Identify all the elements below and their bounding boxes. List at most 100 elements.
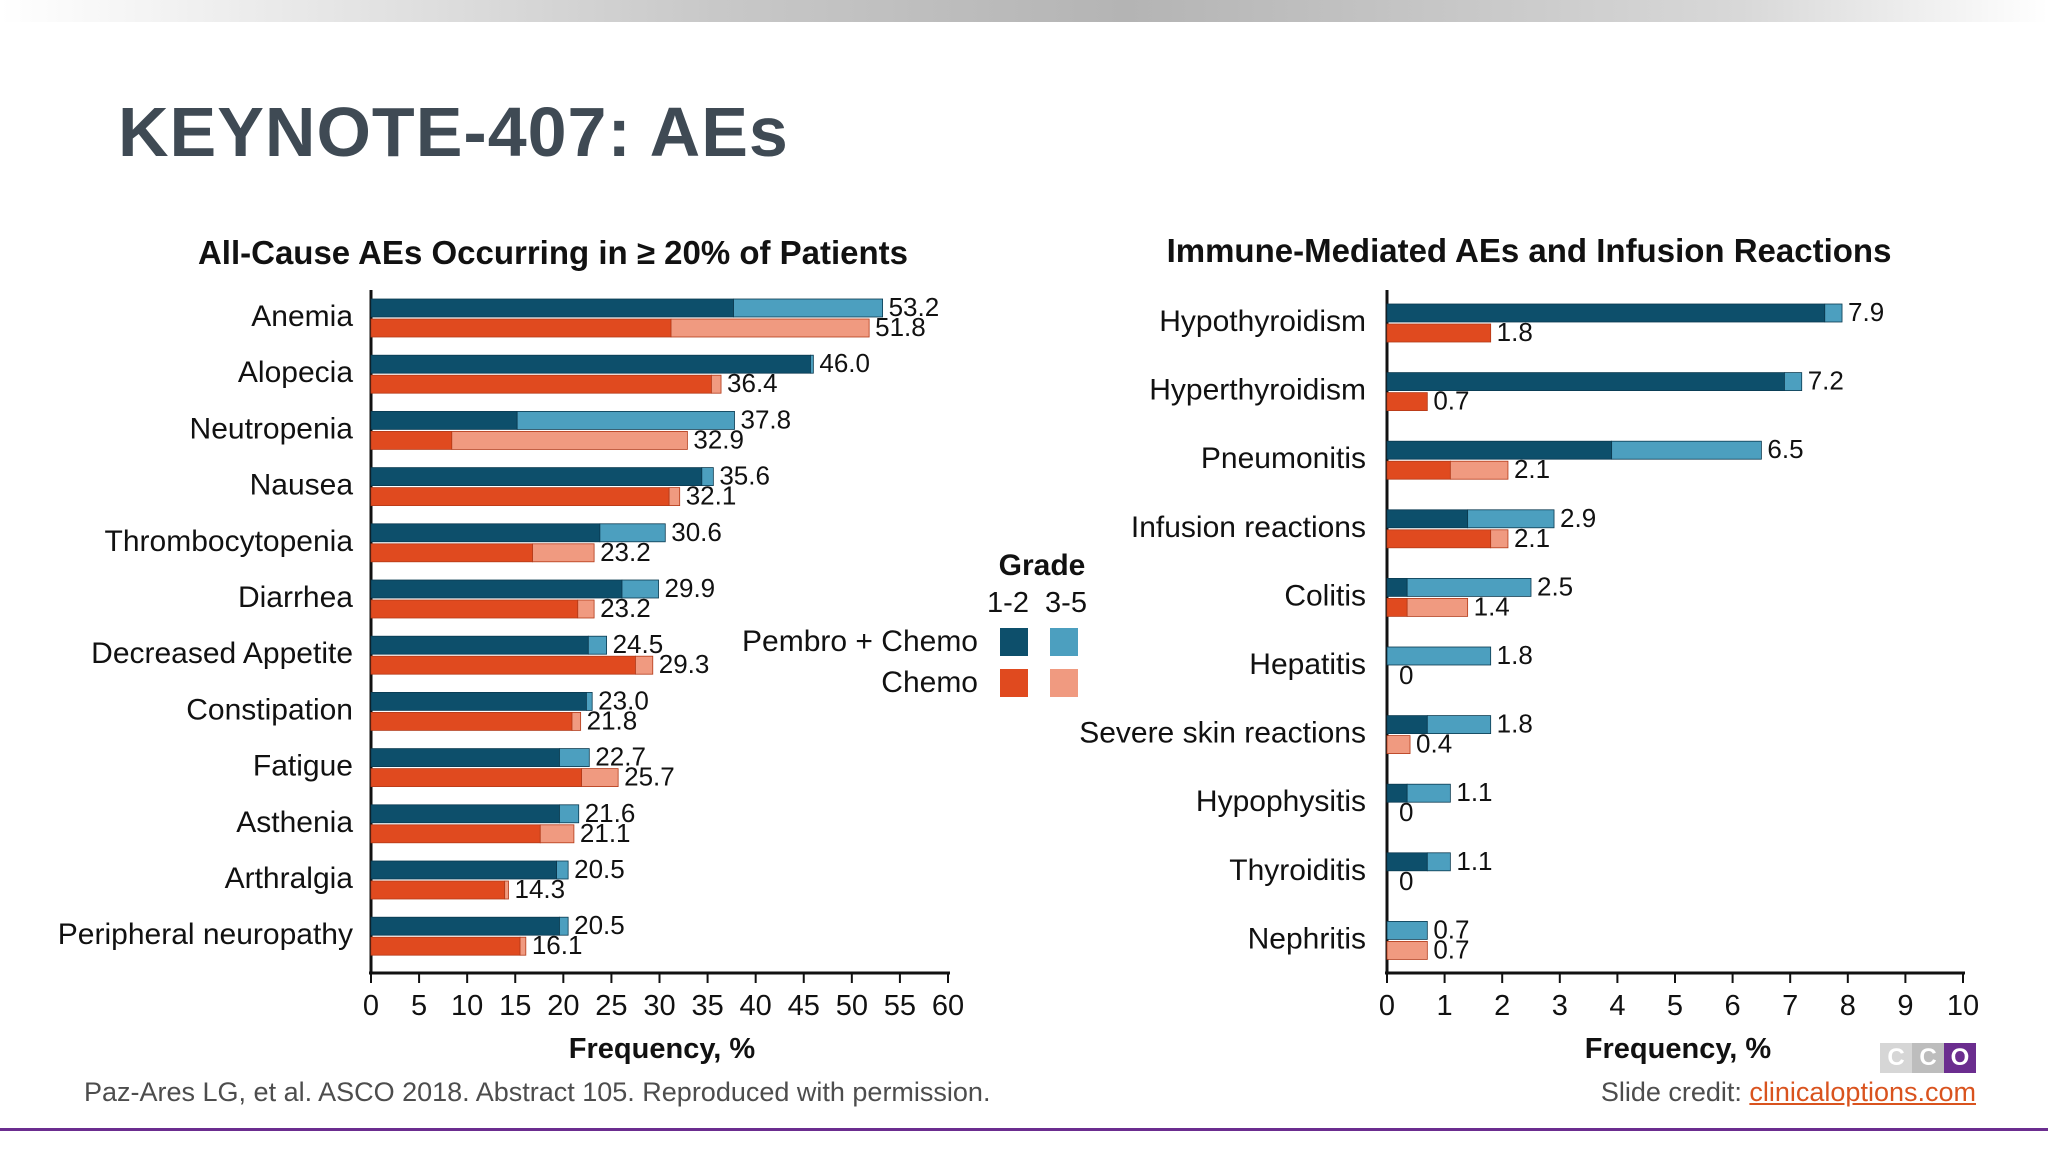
slide-credit-prefix: Slide credit:	[1600, 1077, 1750, 1107]
chart-0-bar-pembro-grade12	[370, 635, 589, 655]
chart-1-x-tick-label: 5	[1667, 990, 1683, 1022]
chart-0-bar-pembro-grade35	[621, 579, 659, 599]
chart-1-category-label: Severe skin reactions	[1079, 717, 1366, 750]
chart-left-title: All-Cause AEs Occurring in ≥ 20% of Pati…	[198, 234, 908, 271]
chart-1-plot: 0 1 2 3 4 5 6 7 8 9 10 Hypothyroidism 7.9 1.8 Hyperthy…	[1079, 290, 1979, 1022]
chart-0-data-label: 20.5	[574, 910, 625, 940]
chart-0-bar-chemo-grade35	[670, 318, 870, 338]
chart-0-bar-chemo-grade35	[571, 712, 582, 731]
chart-0-bar-chemo-grade35	[504, 880, 509, 900]
chart-1-bar-pembro-grade35	[1824, 303, 1843, 323]
chart-0-data-label: 22.7	[595, 742, 646, 772]
chart-0-data-label: 29.3	[659, 649, 710, 679]
chart-0-data-label: 14.3	[515, 874, 566, 904]
chart-0-data-label: 30.6	[671, 517, 722, 547]
chart-0-bar-chemo-grade12	[370, 374, 712, 394]
chart-0-x-tick-label: 50	[836, 990, 868, 1022]
chart-1-x-tick-label: 2	[1494, 990, 1510, 1022]
chart-0-data-label: 24.5	[613, 629, 664, 659]
legend: Grade 1-2 3-5 Pembro + Chemo Chemo	[742, 549, 1087, 699]
legend-row-chemo: Chemo	[881, 666, 978, 699]
chart-0-x-tick-label: 55	[884, 990, 916, 1022]
chart-1-category-label: Thyroiditis	[1229, 854, 1366, 887]
chart-0-bar-pembro-grade35	[556, 860, 569, 880]
chart-0-bar-pembro-grade12	[370, 692, 587, 711]
chart-1-category-label: Hepatitis	[1249, 648, 1366, 681]
chart-0-category-label: Neutropenia	[190, 412, 354, 445]
chart-0-bar-chemo-grade35	[451, 430, 688, 450]
cco-logo: C C O	[1880, 1043, 1976, 1073]
chart-1-data-label: 1.8	[1497, 709, 1533, 739]
chart-1-bar-pembro-grade35	[1611, 440, 1762, 460]
chart-0-category-label: Thrombocytopenia	[105, 525, 354, 558]
chart-0-bar-chemo-grade35	[519, 936, 527, 956]
chart-0-bar-chemo-grade35	[711, 374, 722, 394]
chart-right-title: Immune-Mediated AEs and Infusion Reactio…	[1167, 232, 1892, 269]
chart-0-bar-chemo-grade35	[577, 599, 595, 619]
chart-0-bar-pembro-grade12	[370, 410, 518, 430]
chart-1-x-tick-label: 7	[1782, 990, 1798, 1022]
chart-1-bar-pembro-grade35	[1467, 509, 1555, 529]
chart-0-bar-pembro-grade35	[586, 692, 593, 711]
chart-0-category-label: Asthenia	[236, 806, 353, 839]
chart-1-bar-pembro-grade12	[1386, 303, 1826, 323]
chart-1-data-label: 2.5	[1537, 571, 1573, 601]
chart-0-x-tick-label: 20	[547, 990, 579, 1022]
chart-0-x-tick-label: 10	[451, 990, 483, 1022]
chart-0-x-tick-label: 15	[499, 990, 531, 1022]
chart-0-bar-chemo-grade12	[370, 880, 506, 900]
chart-1-bar-chemo-grade35	[1386, 735, 1411, 754]
chart-0-category-label: Arthralgia	[225, 862, 354, 895]
chart-1-data-label: 1.8	[1497, 317, 1533, 347]
chart-0-bar-pembro-grade35	[559, 916, 569, 936]
chart-1-x-tick-label: 3	[1552, 990, 1568, 1022]
chart-0-bar-chemo-grade12	[370, 318, 672, 338]
chart-1-bar-chemo-grade35	[1406, 598, 1469, 617]
chart-1-bar-pembro-grade35	[1386, 646, 1492, 666]
legend-col-grade-35: 3-5	[1045, 587, 1087, 619]
chart-0-data-label: 32.9	[693, 424, 744, 454]
slide-credit-link[interactable]: clinicaloptions.com	[1749, 1077, 1976, 1107]
chart-0-x-tick-label: 30	[643, 990, 675, 1022]
chart-0-bar-pembro-grade12	[370, 748, 560, 767]
chart-1-bar-chemo-grade12	[1386, 529, 1492, 549]
chart-0-bar-pembro-grade35	[587, 635, 608, 655]
chart-1-bar-pembro-grade35	[1406, 783, 1451, 803]
chart-1-bar-chemo-grade12	[1386, 598, 1408, 617]
chart-1-bar-pembro-grade35	[1406, 578, 1532, 597]
chart-0-bar-chemo-grade35	[532, 543, 595, 563]
chart-1-bar-chemo-grade12	[1386, 392, 1428, 412]
chart-0-category-label: Nausea	[250, 469, 354, 502]
legend-row-pembro: Pembro + Chemo	[742, 625, 978, 658]
chart-0-bar-pembro-grade12	[370, 804, 560, 824]
chart-0-data-label: 35.6	[719, 461, 770, 491]
chart-0-bar-chemo-grade12	[370, 768, 583, 787]
chart-1-bar-chemo-grade35	[1490, 529, 1509, 549]
chart-1-bar-chemo-grade12	[1386, 460, 1451, 480]
chart-1-bar-chemo-grade35	[1386, 941, 1428, 960]
chart-1-category-label: Colitis	[1284, 579, 1366, 612]
chart-0-bar-chemo-grade35	[668, 487, 681, 507]
chart-0-bar-pembro-grade35	[733, 298, 884, 318]
bottom-accent-line	[0, 1128, 2048, 1131]
slide-title: KEYNOTE-407: AEs	[118, 93, 789, 171]
chart-1-data-label: 1.4	[1474, 591, 1510, 621]
chart-0-bar-pembro-grade12	[370, 523, 601, 543]
chart-1-data-label: 0.7	[1433, 914, 1469, 944]
chart-0-bar-pembro-grade12	[370, 579, 623, 599]
chart-1-category-label: Pneumonitis	[1201, 442, 1366, 475]
chart-1-data-label: 7.2	[1808, 366, 1844, 396]
chart-1-x-tick-label: 9	[1897, 990, 1913, 1022]
chart-1-category-label: Hypothyroidism	[1159, 305, 1366, 338]
chart-1-bar-pembro-grade35	[1386, 921, 1428, 940]
chart-0-data-label: 21.8	[587, 705, 638, 735]
logo-segment-3: O	[1944, 1043, 1976, 1073]
chart-1-bar-chemo-grade12	[1386, 323, 1492, 343]
chart-0-data-label: 51.8	[875, 312, 926, 342]
chart-0-data-label: 46.0	[819, 348, 870, 378]
chart-0-category-label: Decreased Appetite	[91, 637, 353, 670]
chart-1-x-tick-label: 0	[1379, 990, 1395, 1022]
chart-0-bar-pembro-grade35	[599, 523, 666, 543]
chart-0-data-label: 23.0	[598, 685, 649, 715]
